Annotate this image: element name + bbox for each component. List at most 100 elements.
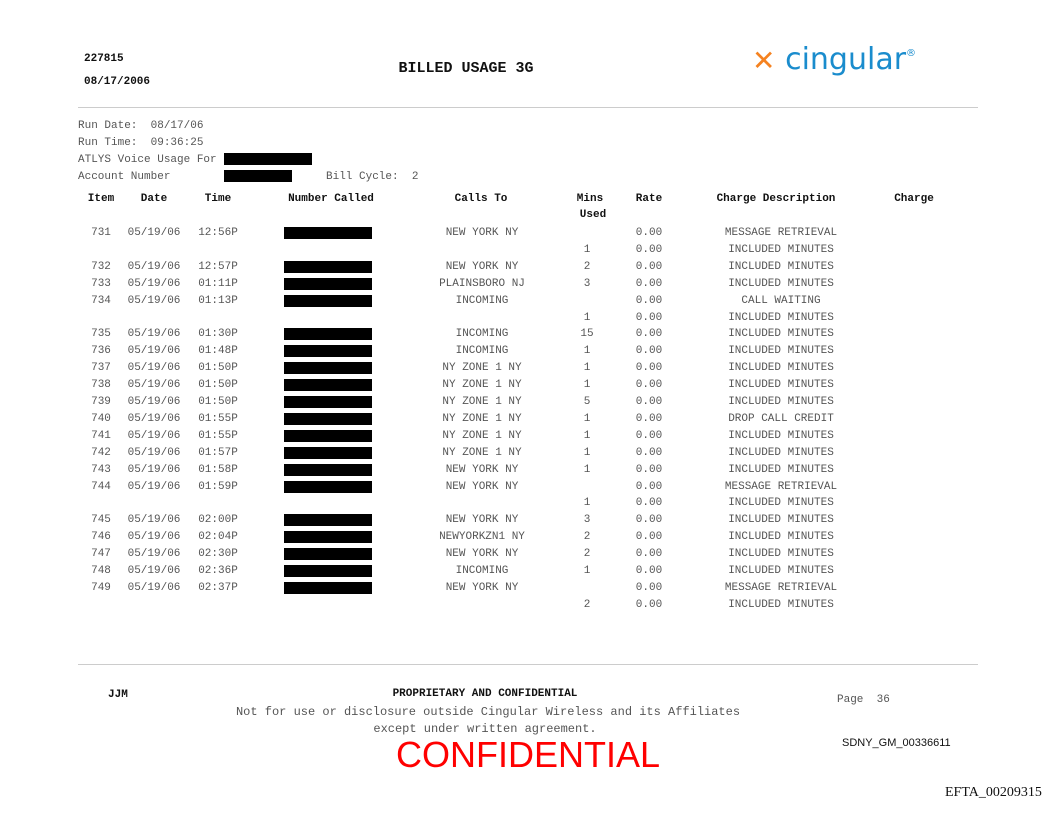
- run-date: 08/17/06: [150, 120, 204, 132]
- redacted-number-called: [284, 328, 372, 341]
- efta-number: EFTA_00209315: [945, 785, 1042, 800]
- cell-mins-used: 1: [583, 379, 591, 392]
- bill-cycle-label: Bill Cycle:: [326, 171, 399, 183]
- cell-time: 01:50P: [198, 362, 238, 375]
- cell-charge-description: INCLUDED MINUTES: [728, 328, 834, 341]
- cell-item: 744: [91, 480, 111, 493]
- redacted-number-called: [284, 446, 372, 459]
- cell-mins-used: 2: [583, 598, 591, 611]
- cell-time: 02:37P: [198, 581, 238, 594]
- cell-charge-description: INCLUDED MINUTES: [728, 277, 834, 290]
- cell-calls-to: NEW YORK NY: [445, 227, 519, 239]
- cell-calls-to: NY ZONE 1 NY: [442, 429, 522, 442]
- proprietary-title: PROPRIETARY AND CONFIDENTIAL: [392, 688, 578, 700]
- cell-mins-used: 1: [583, 311, 591, 324]
- cell-time: 01:11P: [198, 277, 238, 290]
- cell-item: 734: [91, 294, 111, 307]
- cell-item: 740: [91, 412, 111, 425]
- cell-time: 02:30P: [198, 548, 238, 561]
- cell-time: 01:48P: [198, 345, 238, 358]
- run-date-label: Run Date:: [78, 120, 138, 132]
- redacted-number-called: [284, 548, 372, 561]
- cell-mins-used: 1: [583, 565, 591, 577]
- cell-rate: 0.00: [635, 379, 663, 392]
- cell-item: 745: [91, 514, 111, 527]
- cell-date: 05/19/06: [127, 345, 181, 358]
- cell-item: 748: [91, 565, 111, 577]
- cell-calls-to: NY ZONE 1 NY: [442, 396, 522, 408]
- cell-date: 05/19/06: [127, 294, 181, 307]
- cell-item: 749: [91, 581, 111, 594]
- col-mins: Mins: [576, 193, 604, 205]
- col-number-called: Number Called: [288, 193, 374, 205]
- redacted-number-called: [284, 379, 372, 392]
- cell-rate: 0.00: [635, 497, 663, 510]
- cell-charge-description: INCLUDED MINUTES: [728, 260, 834, 273]
- cell-date: 05/19/06: [127, 514, 181, 527]
- cell-rate: 0.00: [635, 362, 663, 375]
- cell-rate: 0.00: [635, 294, 663, 307]
- run-time: 09:36:25: [150, 137, 204, 149]
- cell-item: 747: [91, 548, 111, 561]
- cell-item: 733: [91, 277, 111, 290]
- redacted-number-called: [284, 345, 372, 358]
- initials: JJM: [108, 689, 128, 701]
- redacted-number-called: [284, 565, 372, 577]
- cell-date: 05/19/06: [127, 565, 181, 577]
- cell-rate: 0.00: [635, 243, 663, 256]
- cell-item: 732: [91, 260, 111, 273]
- cell-rate: 0.00: [635, 480, 663, 493]
- cell-rate: 0.00: [635, 598, 663, 611]
- cell-calls-to: NY ZONE 1 NY: [442, 379, 522, 392]
- cell-charge-description: MESSAGE RETRIEVAL: [724, 480, 838, 493]
- cell-time: 02:00P: [198, 514, 238, 527]
- cell-date: 05/19/06: [127, 581, 181, 594]
- cell-charge-description: INCLUDED MINUTES: [728, 598, 834, 611]
- cell-calls-to: NEWYORKZN1 NY: [439, 531, 525, 544]
- page-number: 36: [876, 694, 890, 706]
- cell-date: 05/19/06: [127, 548, 181, 561]
- cell-time: 12:56P: [198, 227, 238, 239]
- cell-date: 05/19/06: [127, 277, 181, 290]
- cell-calls-to: NY ZONE 1 NY: [442, 412, 522, 425]
- cell-mins-used: 2: [583, 260, 591, 273]
- col-item: Item: [87, 193, 115, 205]
- usage-for-label: ATLYS Voice Usage For: [78, 154, 217, 166]
- cell-charge-description: INCLUDED MINUTES: [728, 531, 834, 544]
- col-date: Date: [140, 193, 168, 205]
- cell-charge-description: INCLUDED MINUTES: [728, 497, 834, 510]
- cell-calls-to: NY ZONE 1 NY: [442, 446, 522, 459]
- cell-charge-description: INCLUDED MINUTES: [728, 514, 834, 527]
- cell-mins-used: 1: [583, 243, 591, 256]
- redacted-account-number: [224, 170, 292, 182]
- cell-charge-description: INCLUDED MINUTES: [728, 311, 834, 324]
- cell-rate: 0.00: [635, 463, 663, 476]
- cell-item: 731: [91, 227, 111, 239]
- cell-item: 738: [91, 379, 111, 392]
- cell-charge-description: INCLUDED MINUTES: [728, 243, 834, 256]
- cell-mins-used: 1: [583, 446, 591, 459]
- cell-calls-to: INCOMING: [455, 345, 509, 358]
- cell-rate: 0.00: [635, 328, 663, 341]
- cell-time: 01:50P: [198, 396, 238, 408]
- page-title: BILLED USAGE 3G: [398, 60, 534, 77]
- cell-rate: 0.00: [635, 565, 663, 577]
- cell-rate: 0.00: [635, 277, 663, 290]
- cell-rate: 0.00: [635, 260, 663, 273]
- disclosure-line-1: Not for use or disclosure outside Cingul…: [235, 705, 741, 719]
- cell-item: 742: [91, 446, 111, 459]
- cell-time: 12:57P: [198, 260, 238, 273]
- header-divider: [78, 107, 978, 108]
- col-calls-to: Calls To: [454, 193, 508, 205]
- cell-charge-description: INCLUDED MINUTES: [728, 345, 834, 358]
- cell-rate: 0.00: [635, 446, 663, 459]
- cell-time: 01:50P: [198, 379, 238, 392]
- cell-date: 05/19/06: [127, 463, 181, 476]
- redacted-number-called: [284, 294, 372, 307]
- cell-date: 05/19/06: [127, 446, 181, 459]
- cell-rate: 0.00: [635, 531, 663, 544]
- col-rate: Rate: [635, 193, 663, 205]
- cell-calls-to: INCOMING: [455, 294, 509, 307]
- col-time: Time: [204, 193, 232, 205]
- cell-item: 746: [91, 531, 111, 544]
